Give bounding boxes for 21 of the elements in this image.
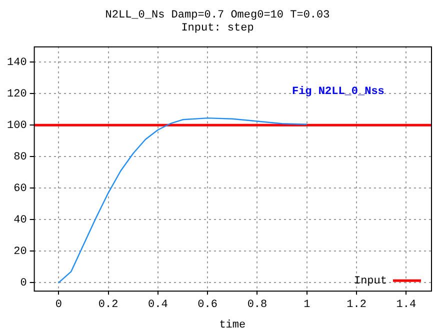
y-tick-label: 20 [14,246,27,258]
chart-subtitle: Input: step [181,22,254,35]
y-tick-label: 40 [14,214,27,227]
x-tick-label: 1.2 [346,299,366,312]
x-tick-label: 0 [55,299,62,312]
y-tick-label: 0 [20,278,27,290]
x-tick-label: 0.6 [198,299,218,312]
y-tick-label: 60 [14,183,27,196]
y-tick-label: 120 [6,88,27,101]
chart-title: N2LL_0_Ns Damp=0.7 Omeg0=10 T=0.03 [105,10,330,22]
y-tick-label: 100 [6,120,27,132]
legend-label: Input [354,276,387,288]
y-tick-label: 80 [14,152,27,164]
x-tick-label: 0.8 [247,299,268,312]
x-axis-title: time [219,319,246,332]
x-tick-label: 0.4 [148,299,168,312]
y-tick-label: 140 [6,57,27,70]
x-tick-label: 1.4 [396,299,416,312]
x-tick-label: 0.2 [98,299,118,312]
annotation: Fig N2LL_0_Nss [292,86,384,98]
x-tick-label: 1 [304,299,311,312]
